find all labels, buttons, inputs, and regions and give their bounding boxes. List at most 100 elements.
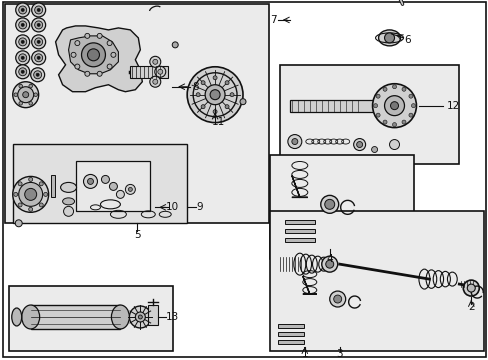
- Circle shape: [213, 110, 217, 114]
- Circle shape: [13, 82, 39, 108]
- Circle shape: [81, 43, 105, 67]
- Circle shape: [204, 85, 224, 105]
- Text: 12: 12: [446, 101, 459, 111]
- Circle shape: [16, 18, 30, 32]
- Circle shape: [384, 33, 394, 43]
- Circle shape: [196, 93, 200, 97]
- Circle shape: [324, 199, 334, 209]
- Ellipse shape: [378, 30, 400, 46]
- Circle shape: [22, 92, 29, 98]
- Circle shape: [392, 123, 396, 127]
- Bar: [279, 65, 458, 165]
- Text: 5: 5: [134, 230, 141, 240]
- Circle shape: [158, 69, 163, 74]
- Circle shape: [16, 51, 30, 65]
- Circle shape: [37, 56, 40, 59]
- Circle shape: [21, 9, 24, 12]
- Circle shape: [401, 120, 405, 124]
- Circle shape: [37, 40, 40, 43]
- Circle shape: [84, 71, 90, 76]
- Text: 1: 1: [301, 349, 307, 359]
- Circle shape: [356, 141, 362, 148]
- Circle shape: [21, 40, 24, 43]
- Circle shape: [371, 147, 377, 153]
- Circle shape: [320, 195, 338, 213]
- Circle shape: [462, 280, 478, 296]
- Circle shape: [390, 102, 398, 110]
- Bar: [51, 175, 55, 197]
- Circle shape: [83, 175, 97, 188]
- Bar: [285, 229, 314, 233]
- Circle shape: [87, 49, 99, 61]
- Circle shape: [408, 94, 412, 98]
- Ellipse shape: [21, 305, 40, 329]
- Circle shape: [152, 59, 158, 64]
- Circle shape: [125, 184, 135, 194]
- Bar: [5, 4, 268, 223]
- Text: 4: 4: [326, 254, 332, 264]
- Circle shape: [353, 139, 365, 150]
- Circle shape: [152, 79, 158, 84]
- Polygon shape: [302, 276, 316, 294]
- Circle shape: [34, 71, 41, 79]
- Circle shape: [37, 9, 40, 12]
- Circle shape: [29, 207, 33, 211]
- Bar: [277, 324, 303, 328]
- Circle shape: [36, 73, 39, 76]
- Circle shape: [14, 93, 18, 96]
- Circle shape: [382, 87, 386, 91]
- Circle shape: [32, 35, 45, 49]
- Text: 9: 9: [197, 202, 203, 212]
- Circle shape: [467, 284, 474, 292]
- Circle shape: [14, 192, 18, 196]
- Circle shape: [149, 76, 161, 87]
- Circle shape: [111, 52, 116, 57]
- Circle shape: [25, 188, 37, 201]
- Polygon shape: [68, 36, 118, 74]
- Circle shape: [29, 84, 32, 88]
- Circle shape: [240, 99, 245, 105]
- Circle shape: [32, 18, 45, 32]
- Bar: [277, 340, 303, 344]
- Text: 8: 8: [191, 82, 198, 92]
- Circle shape: [21, 56, 24, 59]
- Circle shape: [109, 183, 117, 190]
- Circle shape: [321, 256, 337, 272]
- Circle shape: [35, 54, 42, 62]
- Circle shape: [401, 87, 405, 91]
- Circle shape: [35, 21, 42, 29]
- Circle shape: [39, 203, 43, 207]
- Circle shape: [84, 33, 90, 39]
- Text: 3: 3: [336, 349, 342, 359]
- Circle shape: [39, 182, 43, 186]
- Ellipse shape: [62, 198, 74, 205]
- Circle shape: [138, 315, 142, 319]
- Text: 13: 13: [165, 312, 179, 322]
- Text: 11: 11: [211, 117, 224, 127]
- Ellipse shape: [61, 183, 77, 192]
- Circle shape: [410, 104, 415, 108]
- Polygon shape: [291, 175, 307, 197]
- Ellipse shape: [12, 308, 21, 326]
- Circle shape: [129, 306, 151, 328]
- Circle shape: [116, 190, 124, 198]
- Bar: [289, 100, 379, 112]
- Bar: [13, 144, 187, 223]
- Circle shape: [213, 76, 217, 80]
- Circle shape: [75, 64, 80, 69]
- Ellipse shape: [111, 305, 129, 329]
- Circle shape: [375, 113, 379, 117]
- Text: 6: 6: [404, 35, 410, 45]
- Circle shape: [19, 6, 27, 14]
- Bar: [269, 211, 483, 351]
- Circle shape: [128, 188, 132, 192]
- Circle shape: [333, 295, 341, 303]
- Circle shape: [201, 105, 204, 109]
- Circle shape: [155, 66, 165, 77]
- Circle shape: [375, 94, 379, 98]
- Circle shape: [19, 84, 22, 88]
- Text: 10: 10: [165, 202, 179, 212]
- Circle shape: [224, 81, 228, 85]
- Bar: [269, 154, 414, 259]
- Circle shape: [135, 312, 145, 322]
